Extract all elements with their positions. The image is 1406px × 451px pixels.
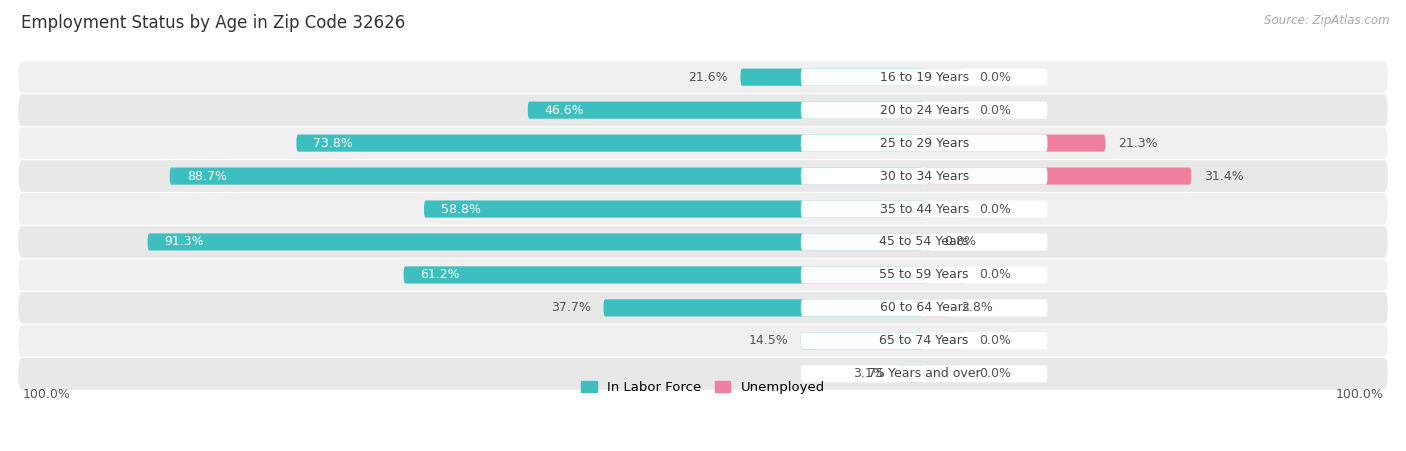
Text: 58.8%: 58.8% [441, 202, 481, 216]
Text: 14.5%: 14.5% [748, 334, 787, 347]
Text: 91.3%: 91.3% [165, 235, 204, 249]
Text: 60 to 64 Years: 60 to 64 Years [880, 301, 969, 314]
Text: 20 to 24 Years: 20 to 24 Years [880, 104, 969, 117]
FancyBboxPatch shape [603, 299, 924, 317]
Text: 0.0%: 0.0% [980, 104, 1011, 117]
FancyBboxPatch shape [924, 332, 967, 350]
Text: 31.4%: 31.4% [1204, 170, 1243, 183]
FancyBboxPatch shape [801, 69, 1047, 86]
Text: 2.8%: 2.8% [960, 301, 993, 314]
FancyBboxPatch shape [924, 200, 967, 217]
FancyBboxPatch shape [170, 167, 924, 184]
Text: 37.7%: 37.7% [551, 301, 591, 314]
Text: Source: ZipAtlas.com: Source: ZipAtlas.com [1264, 14, 1389, 27]
FancyBboxPatch shape [527, 101, 924, 119]
Text: 45 to 54 Years: 45 to 54 Years [880, 235, 969, 249]
FancyBboxPatch shape [801, 200, 1047, 217]
FancyBboxPatch shape [18, 160, 1388, 192]
FancyBboxPatch shape [801, 299, 1047, 317]
Text: 30 to 34 Years: 30 to 34 Years [880, 170, 969, 183]
Text: 73.8%: 73.8% [314, 137, 353, 150]
FancyBboxPatch shape [924, 101, 967, 119]
Text: 0.0%: 0.0% [980, 268, 1011, 281]
FancyBboxPatch shape [425, 200, 924, 217]
FancyBboxPatch shape [924, 299, 948, 317]
Text: 75 Years and over: 75 Years and over [868, 367, 980, 380]
Text: 88.7%: 88.7% [187, 170, 226, 183]
FancyBboxPatch shape [18, 193, 1388, 225]
FancyBboxPatch shape [801, 234, 1047, 251]
FancyBboxPatch shape [801, 267, 1047, 284]
Text: Employment Status by Age in Zip Code 32626: Employment Status by Age in Zip Code 326… [21, 14, 405, 32]
FancyBboxPatch shape [741, 69, 924, 86]
FancyBboxPatch shape [924, 267, 967, 284]
FancyBboxPatch shape [18, 61, 1388, 93]
Text: 100.0%: 100.0% [22, 388, 70, 401]
Text: 0.0%: 0.0% [980, 367, 1011, 380]
FancyBboxPatch shape [801, 332, 924, 350]
FancyBboxPatch shape [924, 167, 1191, 184]
Text: 21.6%: 21.6% [688, 71, 728, 84]
FancyBboxPatch shape [801, 332, 1047, 350]
FancyBboxPatch shape [18, 94, 1388, 126]
FancyBboxPatch shape [148, 234, 924, 251]
Text: 46.6%: 46.6% [544, 104, 585, 117]
FancyBboxPatch shape [801, 101, 1047, 119]
Text: 0.8%: 0.8% [943, 235, 976, 249]
Legend: In Labor Force, Unemployed: In Labor Force, Unemployed [581, 381, 825, 394]
FancyBboxPatch shape [924, 365, 967, 382]
FancyBboxPatch shape [801, 134, 1047, 152]
FancyBboxPatch shape [18, 127, 1388, 159]
FancyBboxPatch shape [404, 267, 924, 284]
Text: 61.2%: 61.2% [420, 268, 460, 281]
Text: 3.1%: 3.1% [853, 367, 884, 380]
FancyBboxPatch shape [18, 292, 1388, 324]
FancyBboxPatch shape [924, 69, 967, 86]
FancyBboxPatch shape [801, 365, 1047, 382]
FancyBboxPatch shape [898, 365, 924, 382]
Text: 100.0%: 100.0% [1336, 388, 1384, 401]
Text: 0.0%: 0.0% [980, 71, 1011, 84]
FancyBboxPatch shape [924, 234, 931, 251]
Text: 65 to 74 Years: 65 to 74 Years [880, 334, 969, 347]
Text: 35 to 44 Years: 35 to 44 Years [880, 202, 969, 216]
Text: 21.3%: 21.3% [1118, 137, 1157, 150]
FancyBboxPatch shape [18, 358, 1388, 390]
FancyBboxPatch shape [18, 259, 1388, 291]
Text: 16 to 19 Years: 16 to 19 Years [880, 71, 969, 84]
FancyBboxPatch shape [801, 167, 1047, 184]
FancyBboxPatch shape [924, 134, 1105, 152]
FancyBboxPatch shape [297, 134, 924, 152]
FancyBboxPatch shape [18, 325, 1388, 357]
Text: 25 to 29 Years: 25 to 29 Years [880, 137, 969, 150]
Text: 0.0%: 0.0% [980, 334, 1011, 347]
Text: 55 to 59 Years: 55 to 59 Years [879, 268, 969, 281]
FancyBboxPatch shape [18, 226, 1388, 258]
Text: 0.0%: 0.0% [980, 202, 1011, 216]
